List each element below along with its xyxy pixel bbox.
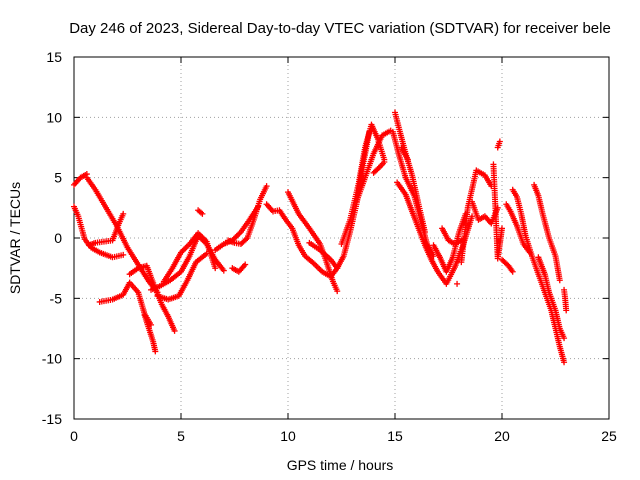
data-point — [499, 225, 505, 232]
series-s27 — [439, 225, 467, 248]
series-s22 — [389, 128, 437, 260]
series-s1 — [71, 171, 90, 188]
data-points — [71, 109, 570, 366]
series-s7 — [141, 312, 159, 355]
data-point — [183, 243, 190, 250]
data-point — [242, 261, 249, 268]
y-tick-label: 10 — [46, 109, 62, 125]
data-point — [171, 327, 178, 334]
series-s20 — [370, 158, 388, 176]
series-s6 — [126, 262, 178, 334]
series-s9 — [154, 250, 210, 303]
series-s34 — [535, 254, 568, 342]
data-point — [182, 245, 189, 252]
data-point — [255, 203, 262, 210]
x-tick-label: 0 — [70, 428, 78, 444]
series-s29 — [494, 138, 503, 151]
y-tick-label: -10 — [42, 351, 62, 367]
data-point — [220, 267, 227, 274]
data-point — [561, 359, 568, 366]
series-s10 — [160, 230, 219, 285]
y-tick-label: -5 — [50, 290, 63, 306]
series-s25 — [398, 144, 411, 163]
y-axis-label: SDTVAR / TECUs — [7, 182, 23, 294]
series-s35 — [561, 286, 570, 314]
series-s4 — [85, 210, 127, 249]
x-tick-label: 15 — [387, 428, 403, 444]
series-s28 — [469, 198, 501, 227]
data-point — [313, 263, 320, 270]
chart-title: Day 246 of 2023, Sidereal Day-to-day VTE… — [69, 20, 611, 37]
data-point — [235, 231, 242, 238]
series-s37 — [454, 280, 461, 287]
y-tick-label: 5 — [54, 170, 62, 186]
data-point — [243, 236, 250, 243]
data-point — [180, 246, 187, 253]
y-tick-label: 15 — [46, 49, 62, 65]
series-s33 — [531, 181, 563, 284]
data-point — [316, 265, 323, 272]
data-point — [556, 277, 563, 284]
data-point — [263, 183, 270, 190]
data-point — [509, 268, 516, 275]
data-point — [199, 210, 206, 217]
series-s30 — [490, 161, 505, 262]
data-point — [152, 348, 159, 355]
data-point — [460, 236, 467, 243]
data-point — [314, 264, 321, 271]
x-tick-label: 10 — [280, 428, 296, 444]
series-s36 — [499, 256, 516, 275]
series-s23 — [394, 179, 476, 287]
x-tick-label: 25 — [601, 428, 617, 444]
y-tick-label: -15 — [42, 411, 62, 427]
data-point — [561, 335, 568, 342]
x-axis-label: GPS time / hours — [287, 457, 394, 473]
data-point — [334, 288, 341, 295]
data-point — [404, 156, 411, 163]
data-point — [212, 265, 219, 272]
data-point — [120, 210, 127, 217]
data-point — [381, 158, 388, 165]
y-tick-label: 0 — [54, 230, 62, 246]
data-point — [375, 165, 382, 172]
series-s13 — [229, 261, 249, 275]
series-s11 — [195, 207, 206, 217]
x-tick-label: 5 — [177, 428, 185, 444]
data-point — [563, 307, 570, 314]
data-point — [454, 280, 461, 287]
series-s32 — [509, 186, 568, 366]
series-s14 — [212, 203, 262, 254]
x-tick-label: 20 — [494, 428, 510, 444]
series-s26 — [458, 167, 495, 266]
data-point — [496, 138, 503, 145]
data-point — [120, 251, 127, 258]
series-s16 — [285, 189, 341, 295]
tick-layer: 0 5 10 15 20 25 -15 -10 -5 0 5 10 15 — [42, 49, 617, 444]
series-s19 — [353, 127, 394, 205]
